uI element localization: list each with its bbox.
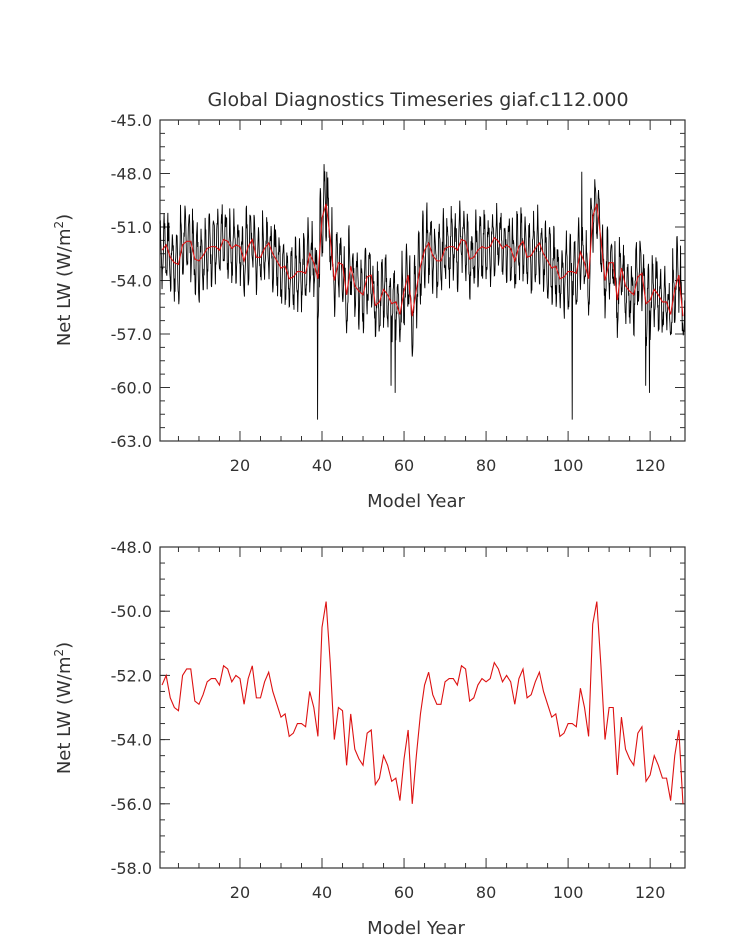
annual-series-line: [161, 203, 684, 317]
y-tick-label: -57.0: [111, 325, 152, 344]
bottom-chart-frame: [159, 546, 686, 869]
bottom-chart: -58.0 -56.0 -54.0 -52.0 -50.0 -48.0 20 40 60 80 1…: [52, 538, 686, 939]
x-tick-label: 120: [635, 883, 666, 902]
x-tick-label: 40: [312, 883, 332, 902]
x-tick-label: 60: [394, 883, 414, 902]
y-tick-label: -48.0: [111, 538, 152, 557]
y-tick-label: -60.0: [111, 379, 152, 398]
top-chart-y-tick-labels: -63.0 -60.0 -57.0 -54.0 -51.0 -48.0 -45.0: [111, 111, 152, 451]
y-tick-label: -45.0: [111, 111, 152, 130]
top-chart-y-axis-title: Net LW (W/m2): [52, 214, 75, 346]
top-chart-x-axis-title: Model Year: [367, 491, 465, 512]
bottom-chart-x-axis-title: Model Year: [367, 918, 465, 939]
y-tick-label: -58.0: [111, 859, 152, 878]
y-tick-label: -63.0: [111, 432, 152, 451]
top-y-title-sup: 2: [52, 221, 66, 229]
y-tick-label: -54.0: [111, 272, 152, 291]
x-tick-label: 100: [553, 883, 584, 902]
bottom-chart-y-tick-labels: -58.0 -56.0 -54.0 -52.0 -50.0 -48.0: [111, 538, 152, 878]
bottom-chart-series: [161, 601, 684, 804]
x-tick-label: 60: [394, 456, 414, 475]
x-tick-label: 80: [476, 456, 496, 475]
x-tick-label: 100: [553, 456, 584, 475]
y-tick-label: -52.0: [111, 666, 152, 685]
bottom-y-title-sup: 2: [52, 649, 66, 657]
top-chart: Global Diagnostics Timeseries giaf.c112.…: [52, 89, 686, 512]
y-tick-label: -48.0: [111, 165, 152, 184]
x-tick-label: 80: [476, 883, 496, 902]
top-y-title-main: Net LW (W/m: [54, 229, 75, 347]
bottom-y-title-main: Net LW (W/m: [54, 657, 75, 775]
y-tick-label: -51.0: [111, 218, 152, 237]
bottom-chart-y-axis-title: Net LW (W/m2): [52, 642, 75, 774]
x-tick-label: 120: [635, 456, 666, 475]
x-tick-label: 40: [312, 456, 332, 475]
top-y-title-end: ): [54, 214, 75, 221]
bottom-chart-x-tick-labels: 20 40 60 80 100 120: [230, 883, 666, 902]
annual-series-line: [161, 601, 684, 804]
y-tick-label: -50.0: [111, 602, 152, 621]
bottom-y-title-end: ): [54, 642, 75, 649]
monthly-series-line: [159, 164, 686, 420]
top-chart-series: [159, 164, 686, 420]
top-chart-x-tick-labels: 20 40 60 80 100 120: [230, 456, 666, 475]
x-tick-label: 20: [230, 883, 250, 902]
x-tick-label: 20: [230, 456, 250, 475]
y-tick-label: -56.0: [111, 795, 152, 814]
y-tick-label: -54.0: [111, 731, 152, 750]
bottom-chart-ticks: [160, 546, 685, 869]
top-chart-title: Global Diagnostics Timeseries giaf.c112.…: [207, 89, 628, 111]
